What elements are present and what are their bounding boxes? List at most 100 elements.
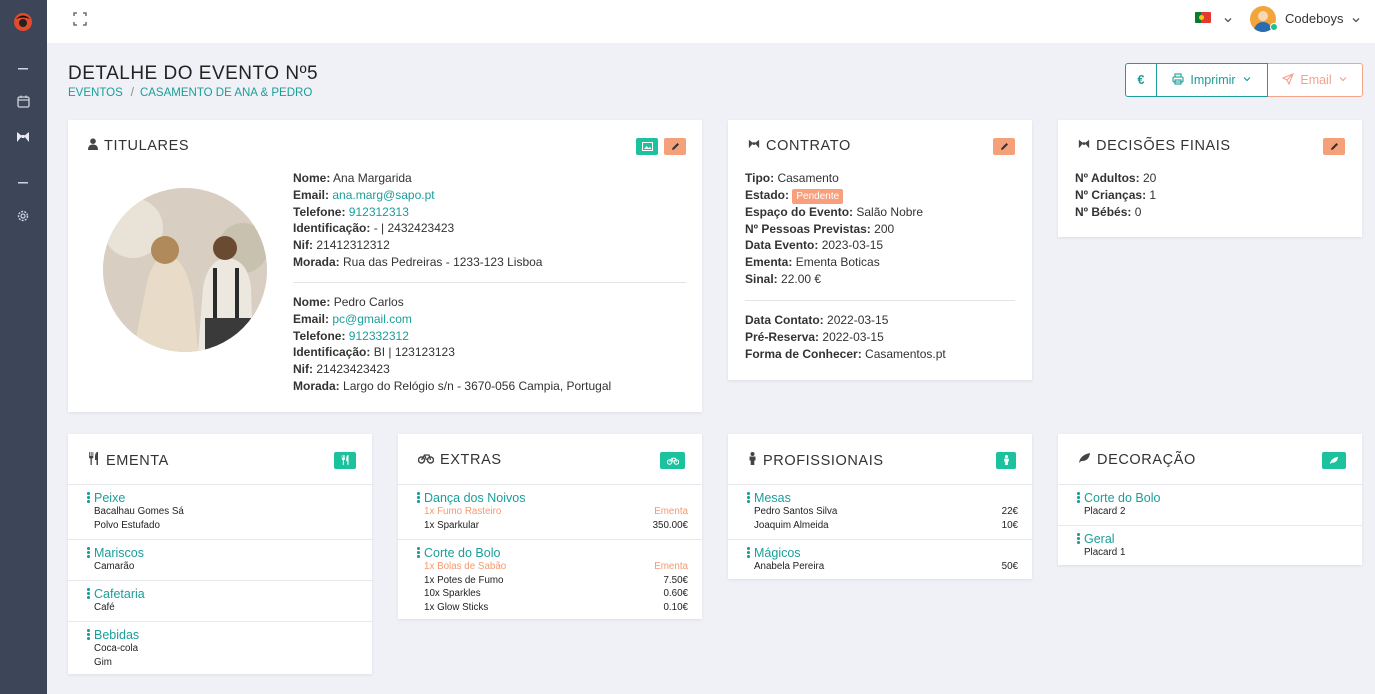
print-label: Imprimir — [1190, 73, 1236, 87]
item-label: Joaquim Almeida — [754, 519, 829, 531]
decisoes-card: DECISÕES FINAIS Nº Adultos: 20 Nº Crianç… — [1058, 120, 1362, 237]
breadcrumb-current[interactable]: CASAMENTO DE ANA & PEDRO — [139, 87, 313, 99]
list-item: Coca-cola — [94, 643, 358, 654]
kebab-icon — [747, 492, 750, 504]
breadcrumb-eventos[interactable]: EVENTOS — [68, 87, 123, 99]
avatar[interactable] — [1250, 6, 1276, 32]
extras-button[interactable] — [660, 452, 685, 469]
list-item: 1x Sparkular 350.00€ — [424, 520, 688, 531]
label: Nome: — [293, 295, 331, 309]
euro-button[interactable]: € — [1125, 63, 1157, 97]
section-header[interactable]: Bebidas — [87, 628, 139, 642]
decisoes-title: DECISÕES FINAIS — [1078, 138, 1231, 154]
kebab-icon — [1077, 492, 1080, 504]
contrato-info: Tipo: Casamento Estado: Pendente Espaço … — [745, 170, 923, 288]
section-header[interactable]: Mariscos — [87, 546, 144, 560]
email-button[interactable]: Email — [1268, 63, 1363, 97]
label: Sinal: — [745, 271, 778, 286]
section-header[interactable]: Mesas — [747, 491, 791, 505]
titular-1-phone[interactable]: 912312313 — [348, 204, 409, 219]
profissionais-button[interactable] — [996, 452, 1016, 469]
gear-icon[interactable] — [12, 205, 34, 227]
divider — [293, 282, 686, 283]
calendar-icon[interactable] — [12, 90, 34, 112]
pencil-icon — [1000, 140, 1009, 154]
image-button[interactable] — [636, 138, 658, 155]
section-header[interactable]: Dança dos Noivos — [417, 491, 525, 505]
section-header[interactable]: Geral — [1077, 532, 1115, 546]
titular-1-address: Rua das Pedreiras - 1233-123 Lisboa — [343, 254, 543, 269]
page-title: DETALHE DO EVENTO Nº5 — [68, 63, 319, 84]
image-icon — [641, 140, 653, 154]
portugal-flag-icon[interactable] — [1195, 12, 1211, 23]
edit-decisoes-button[interactable] — [1323, 138, 1345, 155]
username[interactable]: Codeboys — [1285, 11, 1344, 26]
item-label: Café — [94, 602, 115, 613]
item-value: 50€ — [1001, 561, 1018, 572]
item-label: Pedro Santos Silva — [754, 506, 838, 517]
titular-2-info: Nome: Pedro Carlos Email: pc@gmail.com T… — [293, 294, 611, 395]
bowtie-icon — [748, 138, 760, 154]
titular-1-nif: 21412312312 — [316, 238, 390, 253]
chevron-down-icon[interactable] — [1223, 14, 1233, 24]
bicycle-icon — [666, 454, 679, 468]
label: Telefone: — [293, 204, 346, 219]
label: Nif: — [293, 238, 313, 253]
titular-2-address: Largo do Relógio s/n - 3670-056 Campia, … — [343, 378, 612, 393]
section-header[interactable]: Mágicos — [747, 546, 801, 560]
titular-1-email[interactable]: ana.marg@sapo.pt — [332, 187, 435, 202]
kebab-icon — [1077, 533, 1080, 545]
bowtie-icon[interactable] — [12, 126, 34, 148]
item-value: 10€ — [1001, 519, 1018, 531]
item-label: Camarão — [94, 561, 135, 572]
titular-2-phone[interactable]: 912332312 — [348, 328, 409, 343]
item-label: Placard 1 — [1084, 547, 1126, 558]
item-label: Coca-cola — [94, 643, 139, 654]
minus-icon[interactable] — [12, 172, 34, 194]
logo-icon[interactable] — [12, 10, 34, 32]
kebab-icon — [417, 547, 420, 559]
pencil-icon — [671, 140, 680, 154]
print-button[interactable]: Imprimir — [1157, 63, 1268, 97]
label: Email: — [293, 187, 330, 202]
profissionais-section: Mesas Pedro Santos Silva 22€ Joaquim Alme… — [728, 484, 1032, 539]
contrato-data-contato: 2022-03-15 — [827, 313, 889, 327]
label: Data Contato: — [745, 313, 824, 327]
kebab-icon — [417, 492, 420, 504]
expand-icon[interactable] — [73, 12, 87, 26]
label: Morada: — [293, 254, 340, 269]
section-header[interactable]: Corte do Bolo — [417, 546, 500, 560]
list-item: 1x Potes de Fumo 7.50€ — [424, 575, 688, 586]
email-label: Email — [1300, 73, 1332, 87]
list-item: 10x Sparkles 0.60€ — [424, 588, 688, 599]
divider — [745, 300, 1015, 301]
list-item: Placard 1 — [1084, 547, 1348, 558]
section-header[interactable]: Cafetaria — [87, 587, 145, 601]
label: Data Evento: — [745, 238, 819, 253]
profissionais-section: Mágicos Anabela Pereira 50€ — [728, 539, 1032, 579]
edit-contrato-button[interactable] — [993, 138, 1015, 155]
list-item: Café — [94, 602, 358, 613]
section-header[interactable]: Peixe — [87, 491, 125, 505]
label: Morada: — [293, 378, 340, 393]
kebab-icon — [87, 492, 90, 504]
titular-2-name: Pedro Carlos — [333, 295, 404, 309]
breadcrumb: EVENTOS / CASAMENTO DE ANA & PEDRO — [68, 87, 312, 99]
titular-2-email[interactable]: pc@gmail.com — [332, 311, 412, 326]
label: Nº Bébés: — [1075, 204, 1132, 219]
section-header[interactable]: Corte do Bolo — [1077, 491, 1160, 505]
minus-icon[interactable] — [12, 58, 34, 80]
list-item: Anabela Pereira 50€ — [754, 561, 1018, 572]
ementa-button[interactable] — [334, 452, 356, 469]
list-item: Gim — [94, 657, 358, 668]
list-item: 1x Fumo Rasteiro Ementa — [424, 506, 688, 517]
chevron-down-icon[interactable] — [1351, 14, 1361, 24]
section-name: Dança dos Noivos — [424, 491, 526, 505]
person-icon — [1003, 454, 1010, 468]
item-label: 10x Sparkles — [424, 588, 481, 599]
list-item: 1x Bolas de Sabão Ementa — [424, 561, 688, 572]
decoracao-button[interactable] — [1322, 452, 1346, 469]
edit-titulares-button[interactable] — [664, 138, 686, 155]
contrato-pessoas: 200 — [874, 221, 895, 236]
label: Telefone: — [293, 328, 346, 343]
